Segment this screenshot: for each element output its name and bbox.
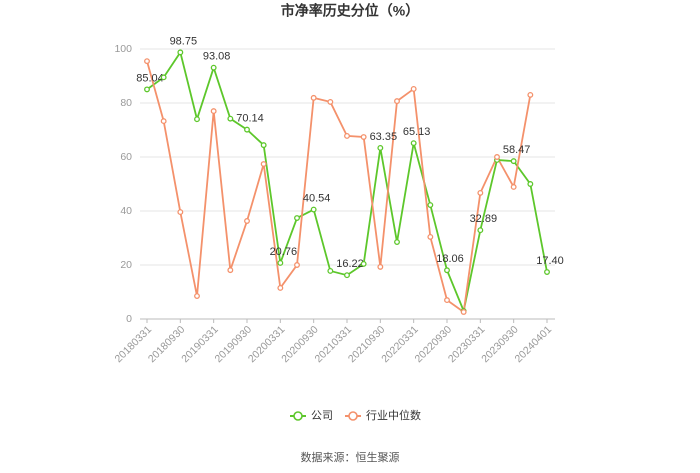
point bbox=[277, 285, 284, 291]
legend-label: 行业中位数 bbox=[366, 408, 421, 422]
chart-title: 市净率历史分位（%） bbox=[281, 3, 419, 19]
legend-icon bbox=[348, 411, 358, 421]
data-label: 93.08 bbox=[203, 51, 231, 63]
point bbox=[194, 293, 200, 299]
y-tick-label: 60 bbox=[120, 151, 132, 163]
data-label: 20.76 bbox=[270, 246, 298, 258]
data-label: 18.06 bbox=[436, 253, 464, 265]
legend-icon bbox=[293, 411, 303, 421]
point bbox=[210, 64, 217, 71]
x-tick-label: 20240401 bbox=[513, 323, 555, 365]
point bbox=[394, 98, 400, 105]
point bbox=[527, 91, 534, 98]
point bbox=[360, 260, 367, 267]
point bbox=[444, 267, 450, 274]
point bbox=[144, 86, 150, 93]
point bbox=[377, 145, 384, 151]
point bbox=[410, 86, 417, 92]
point bbox=[460, 309, 467, 315]
point bbox=[444, 297, 450, 304]
point bbox=[544, 269, 550, 275]
point bbox=[244, 126, 250, 133]
y-tick-label: 20 bbox=[120, 259, 132, 271]
data-label: 58.47 bbox=[503, 144, 531, 156]
point bbox=[527, 181, 534, 187]
point bbox=[310, 94, 317, 101]
y-tick-label: 100 bbox=[114, 43, 132, 55]
point bbox=[144, 58, 150, 65]
y-tick-label: 80 bbox=[120, 97, 132, 109]
point bbox=[410, 140, 417, 147]
data-label: 85.04 bbox=[136, 72, 164, 84]
data-label: 63.35 bbox=[370, 131, 398, 143]
point bbox=[510, 184, 517, 190]
data-label: 17.40 bbox=[536, 255, 564, 267]
point bbox=[477, 189, 484, 196]
point bbox=[510, 158, 517, 165]
point bbox=[360, 134, 367, 140]
point bbox=[194, 116, 200, 123]
point bbox=[310, 206, 317, 213]
series-line bbox=[146, 60, 532, 314]
data-label: 32.89 bbox=[470, 213, 498, 225]
point bbox=[344, 272, 350, 279]
point bbox=[294, 215, 300, 221]
y-tick-label: 40 bbox=[120, 205, 132, 217]
point bbox=[294, 262, 300, 268]
point bbox=[477, 227, 484, 234]
point bbox=[177, 209, 184, 216]
point bbox=[227, 267, 234, 274]
data-label: 65.13 bbox=[403, 126, 431, 138]
point bbox=[327, 98, 334, 105]
point bbox=[210, 108, 217, 115]
point bbox=[394, 239, 400, 245]
data-label: 16.22 bbox=[336, 258, 364, 270]
legend-label: 公司 bbox=[311, 410, 333, 422]
point bbox=[227, 115, 234, 122]
data-label: 98.75 bbox=[170, 35, 198, 47]
point bbox=[177, 49, 184, 56]
point bbox=[260, 142, 267, 149]
point bbox=[160, 74, 167, 81]
point bbox=[344, 132, 350, 139]
point bbox=[277, 259, 284, 266]
point bbox=[377, 263, 384, 270]
point bbox=[327, 267, 334, 274]
point bbox=[494, 154, 500, 160]
data-label: 70.14 bbox=[236, 113, 264, 125]
data-label: 40.54 bbox=[303, 192, 331, 204]
y-tick-label: 0 bbox=[126, 313, 132, 325]
point bbox=[427, 202, 434, 209]
point bbox=[260, 161, 267, 167]
point bbox=[244, 218, 250, 224]
point bbox=[427, 233, 434, 240]
point bbox=[160, 118, 167, 125]
source: 数据来源：恒生聚源 bbox=[301, 450, 400, 464]
